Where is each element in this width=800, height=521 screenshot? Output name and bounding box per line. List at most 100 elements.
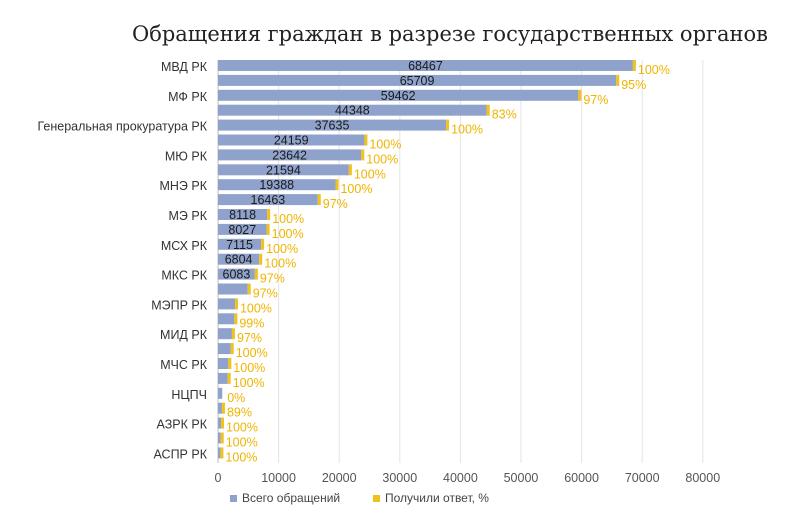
bar-answered [227,372,231,384]
category-label: МНЭ РК [159,179,207,193]
category-label: МЧС РК [160,358,207,372]
x-tick-label: 40000 [443,471,478,485]
bar-answered [230,343,234,355]
x-tick-label: 60000 [564,471,599,485]
data-label-percent: 100% [272,227,304,241]
bar-answered [364,134,368,146]
bar-total [218,238,262,250]
legend-label-total: Всего обращений [242,491,340,505]
bar-answered [632,60,636,71]
bar-total [218,119,447,131]
bar-answered [335,179,339,191]
bar-total [218,89,579,101]
data-label-total: 6083 [223,268,251,282]
bar-total [218,253,260,265]
category-label: МИД РК [160,328,208,342]
bar-total [218,313,235,325]
bar-total [218,283,248,295]
bar-total [218,149,362,161]
bar-answered [446,119,450,131]
data-label-total: 65709 [400,74,435,88]
bar-total [218,268,255,280]
bar-answered [254,268,258,280]
x-tick-label: 20000 [322,471,357,485]
data-label-total: 8027 [228,223,256,237]
bar-total [218,194,318,206]
bar-total [218,387,223,399]
data-label-percent: 99% [239,316,264,330]
data-label-total: 24159 [274,134,309,148]
data-label-percent: 100% [366,152,398,166]
x-tick-label: 30000 [382,471,417,485]
data-label-total: 23642 [272,148,307,162]
data-label-percent: 100% [233,361,265,375]
data-label-total: 7115 [226,238,253,252]
bar-answered [221,417,225,429]
bar-total [218,298,235,310]
category-label: АСПР РК [153,447,207,461]
bar-answered [267,209,271,220]
x-tick-label: 0 [215,471,222,485]
data-label-percent: 100% [369,138,401,152]
category-label: Генеральная прокуратура РК [37,120,207,134]
bar-answered [220,432,224,444]
data-label-total: 8118 [229,208,256,222]
bar-total [218,417,222,429]
bar-total [218,209,268,220]
legend-swatch-answered [373,495,380,502]
bar-total [218,164,349,176]
bar-answered [228,358,232,369]
data-label-percent: 100% [638,63,670,77]
data-label-percent: 100% [266,242,298,256]
data-label-percent: 100% [451,123,483,137]
data-label-percent: 100% [354,167,386,181]
bar-answered [486,104,490,116]
data-label-total: 19388 [259,178,294,192]
data-label-total: 21594 [266,163,301,177]
data-label-percent: 97% [260,272,285,286]
bar-total [218,372,228,384]
data-label-total: 59462 [381,89,416,103]
bar-total [218,74,617,86]
chart-title: Обращения граждан в разрезе государствен… [131,22,769,46]
bar-total [218,179,336,191]
category-label: МЭ РК [169,209,208,223]
data-label-percent: 100% [226,436,258,450]
data-label-percent: 95% [621,78,646,92]
bar-answered [259,253,263,265]
bar-answered [220,447,224,459]
x-tick-label: 70000 [625,471,660,485]
data-label-percent: 100% [233,376,265,390]
category-label: АЗРК РК [157,418,208,432]
x-tick-label: 10000 [261,471,296,485]
data-label-percent: 100% [226,421,258,435]
data-label-percent: 83% [492,108,517,122]
data-label-total: 6804 [225,253,253,267]
category-label: МВД РК [161,60,208,74]
data-label-percent: 100% [225,450,257,464]
data-label-percent: 97% [583,93,608,107]
data-label-percent: 97% [237,331,262,345]
bar-answered [221,402,225,414]
bar-answered [234,298,238,310]
legend-label-answered: Получили ответ, % [385,491,489,505]
category-label: МКС РК [161,269,207,283]
bar-total [218,223,267,235]
data-label-percent: 100% [340,182,372,196]
x-tick-label: 50000 [504,471,539,485]
bar-total [218,104,487,116]
bar-total [218,432,221,444]
bar-answered [616,74,620,86]
data-label-percent: 89% [227,406,252,420]
bar-total [218,134,365,146]
category-label: НЦПЧ [171,388,207,402]
bar-total [218,402,222,414]
data-label-total: 37635 [315,119,350,133]
data-label-total: 16463 [251,193,286,207]
bar-total [218,60,633,71]
data-label-total: 44348 [335,104,370,118]
category-label: МФ РК [168,90,208,104]
bar-answered [578,89,582,101]
bar-answered [231,328,235,340]
